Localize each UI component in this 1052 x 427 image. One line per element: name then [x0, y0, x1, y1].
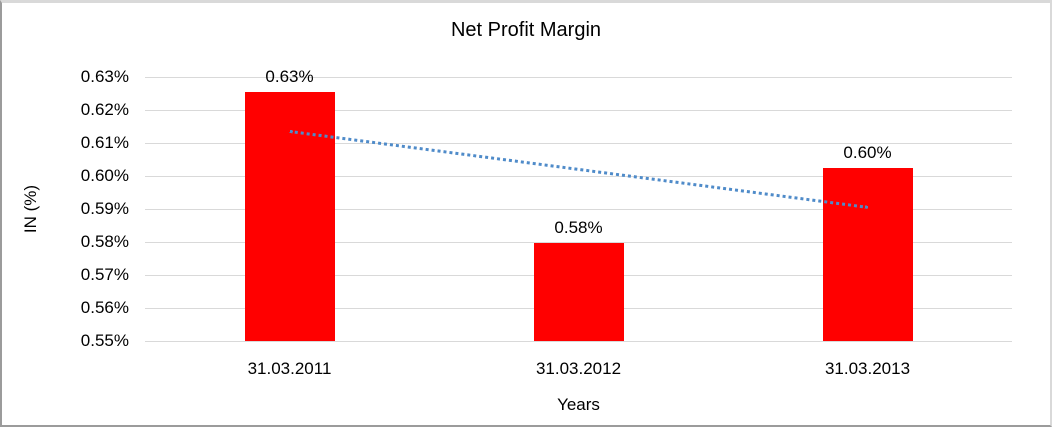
x-axis: 31.03.2011 31.03.2012 31.03.2013	[145, 359, 1012, 381]
gridline	[145, 241, 1012, 243]
chart-title: Net Profit Margin	[450, 19, 602, 41]
y-axis-tick-label: 0.63%	[80, 67, 129, 86]
gridline	[145, 142, 1012, 144]
y-axis-tick-label: 0.59%	[80, 199, 129, 218]
bar-31.03.2012[interactable]	[533, 242, 624, 341]
gridline	[145, 109, 1012, 111]
y-axis-tick-label: 0.58%	[80, 232, 129, 251]
y-axis: 0.63% 0.62% 0.61% 0.60% 0.59% 0.58% 0.57% 0.56%…	[2, 67, 129, 350]
bar-data-label: 0.58%	[554, 217, 603, 237]
bar-31.03.2013[interactable]	[822, 167, 913, 341]
y-axis-tick-label: 0.56%	[80, 298, 129, 317]
gridline	[145, 175, 1012, 177]
plot-area: 0.63% 0.58% 0.60%	[145, 67, 1012, 342]
x-axis-title: Years	[557, 395, 600, 414]
bar-data-label: 0.60%	[843, 142, 892, 162]
gridline	[145, 76, 1012, 78]
x-axis-tick-label: 31.03.2012	[535, 359, 622, 378]
y-axis-tick-label: 0.55%	[80, 331, 129, 350]
gridline	[145, 340, 1012, 342]
bar-data-label: 0.63%	[265, 66, 314, 86]
bar-31.03.2011[interactable]	[244, 91, 335, 341]
y-axis-tick-label: 0.62%	[80, 100, 129, 119]
gridline	[145, 208, 1012, 210]
x-axis-tick-label: 31.03.2011	[247, 359, 332, 378]
y-axis-tick-label: 0.60%	[80, 166, 129, 185]
y-axis-tick-label: 0.57%	[80, 265, 129, 284]
y-axis-tick-label: 0.61%	[80, 133, 129, 152]
x-axis-tick-label: 31.03.2013	[824, 359, 911, 378]
